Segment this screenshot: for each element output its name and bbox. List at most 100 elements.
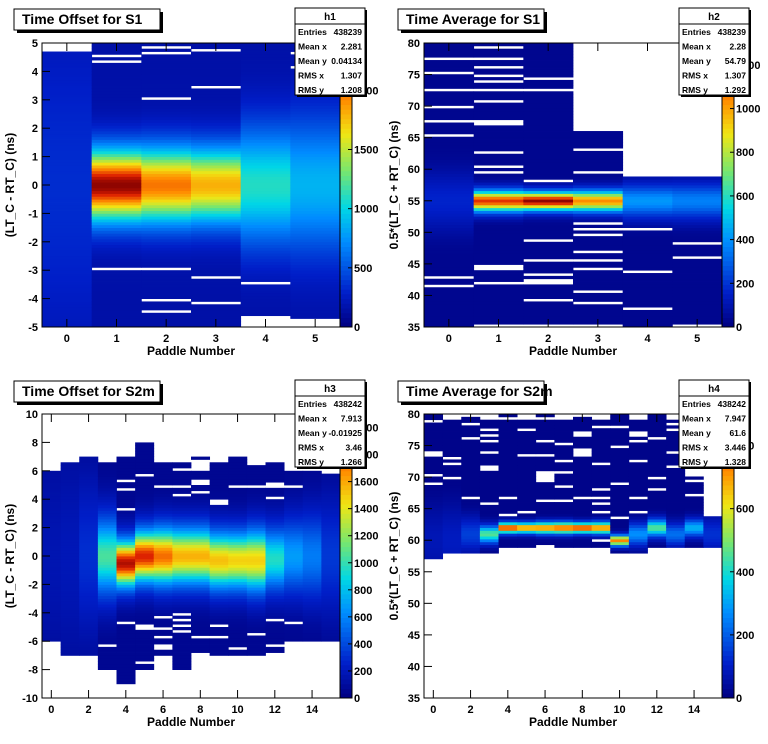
heatmap-cell: [321, 638, 341, 642]
heatmap-cell: [42, 136, 93, 140]
heatmap-cell: [424, 142, 475, 146]
color-scale-bin: [340, 631, 352, 637]
heatmap-cell: [479, 431, 499, 435]
heatmap-cell: [91, 301, 142, 305]
heatmap-cell: [153, 536, 173, 540]
heatmap-cell: [42, 496, 62, 500]
heatmap-cell: [498, 504, 518, 509]
heatmap-cell: [191, 278, 242, 282]
heatmap-cell: [622, 219, 673, 223]
color-scale-bin: [722, 475, 734, 481]
heatmap-cell: [302, 502, 322, 506]
heatmap-cell: [172, 578, 192, 582]
heatmap-cell: [424, 519, 444, 523]
color-scale-bin: [340, 560, 352, 566]
heatmap-cell: [116, 678, 136, 682]
heatmap-cell: [321, 482, 341, 486]
heatmap-cell: [672, 261, 723, 265]
heatmap-cell: [172, 666, 192, 670]
heatmap-cell: [191, 504, 211, 509]
heatmap-cell: [666, 459, 686, 463]
heatmap-cell: [135, 547, 155, 551]
heatmap-cell: [209, 479, 229, 483]
heatmap-cell: [240, 51, 291, 55]
heatmap-cell: [97, 646, 117, 651]
heatmap-cell: [265, 513, 285, 517]
heatmap-cell: [622, 278, 673, 282]
color-scale-bin: [722, 627, 734, 633]
heatmap-cell: [473, 136, 524, 140]
heatmap-cell: [284, 627, 304, 631]
heatmap-cell: [135, 442, 155, 446]
heatmap-cell: [240, 128, 291, 132]
heatmap-cell: [172, 558, 192, 563]
heatmap-cell: [42, 187, 93, 192]
heatmap-cell: [135, 564, 155, 568]
heatmap-cell: [141, 227, 192, 231]
heatmap-cell: [116, 465, 136, 469]
heatmap-cell: [191, 219, 242, 223]
heatmap-cell: [461, 482, 481, 486]
heatmap-cell: [265, 490, 285, 494]
x-tick-label: 0: [48, 704, 54, 716]
color-scale-bin: [722, 608, 734, 614]
heatmap-cell: [97, 652, 117, 656]
heatmap-cell: [672, 213, 723, 217]
heatmap-cell: [42, 224, 93, 228]
color-scale-bin: [340, 166, 352, 172]
heatmap-cell: [135, 646, 155, 651]
heatmap-cell: [591, 428, 611, 432]
heatmap-cell: [535, 541, 555, 546]
heatmap-cell: [672, 273, 723, 277]
heatmap-cell: [554, 490, 574, 494]
heatmap-cell: [302, 595, 322, 599]
heatmap-cell: [209, 618, 229, 622]
heatmap-cell: [535, 482, 555, 486]
heatmap-cell: [191, 74, 242, 78]
heatmap-cell: [672, 309, 723, 314]
heatmap-cell: [498, 428, 518, 432]
stats-label: Entries: [298, 399, 327, 409]
y-tick-label: 80: [408, 38, 420, 50]
heatmap-cell: [647, 465, 667, 469]
heatmap-cell: [647, 456, 667, 460]
heatmap-cell: [523, 309, 574, 314]
heatmap-cell: [591, 439, 611, 443]
heatmap-cell: [573, 536, 593, 540]
heatmap-cell: [473, 213, 524, 217]
heatmap-cell: [172, 476, 192, 480]
heatmap-cell: [42, 65, 93, 69]
heatmap-cell: [91, 216, 142, 220]
heatmap-cell: [442, 524, 462, 528]
heatmap-cell: [424, 68, 475, 72]
heatmap-cell: [672, 250, 723, 254]
heatmap-cell: [498, 459, 518, 463]
heatmap-cell: [628, 507, 648, 511]
heatmap-cell: [60, 604, 80, 608]
heatmap-cell: [42, 513, 62, 517]
heatmap-cell: [116, 609, 136, 614]
heatmap-cell: [240, 62, 291, 67]
heatmap-cell: [42, 609, 62, 614]
heatmap-cell: [135, 629, 155, 634]
heatmap-cell: [209, 521, 229, 526]
heatmap-cell: [135, 652, 155, 656]
heatmap-cell: [191, 649, 211, 653]
heatmap-cell: [628, 467, 648, 472]
heatmap-cell: [647, 422, 667, 426]
heatmap-cell: [141, 119, 192, 123]
heatmap-cell: [209, 490, 229, 494]
heatmap-cell: [209, 538, 229, 543]
heatmap-cell: [191, 564, 211, 568]
heatmap-cell: [153, 487, 173, 492]
heatmap-cell: [42, 122, 93, 126]
stats-label: RMS y: [682, 85, 708, 95]
heatmap-cell: [191, 521, 211, 526]
heatmap-cell: [97, 621, 117, 625]
heatmap-cell: [191, 295, 242, 299]
title-box: [13, 380, 161, 403]
x-tick-label: 2: [163, 333, 169, 345]
heatmap-cell: [424, 510, 444, 514]
heatmap-cell: [91, 309, 142, 314]
heatmap-cell: [91, 139, 142, 143]
